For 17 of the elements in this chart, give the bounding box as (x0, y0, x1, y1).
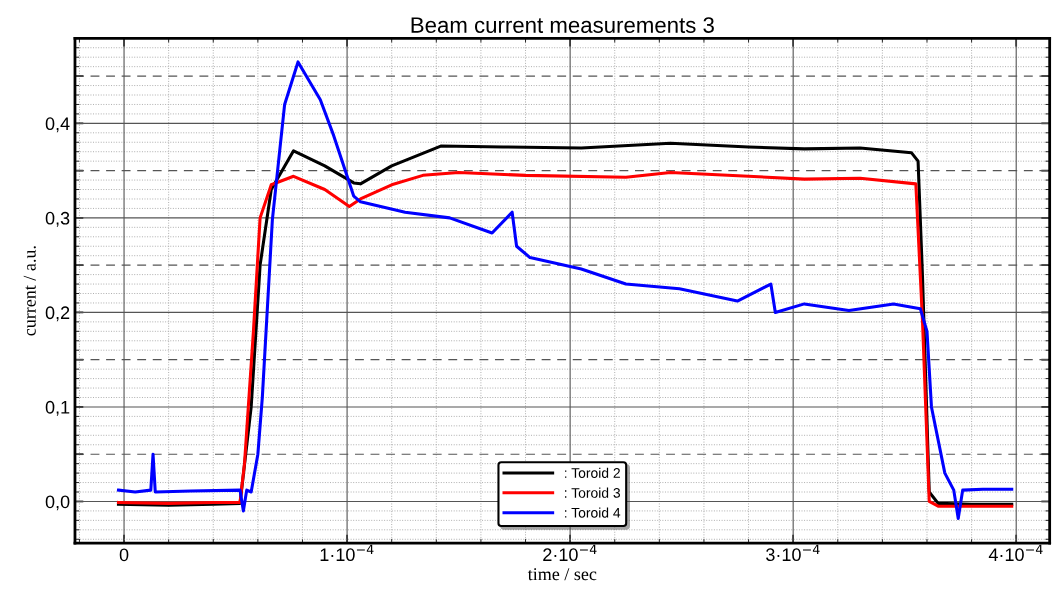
legend-label: : Toroid 4 (565, 507, 621, 518)
legend-label: : Toroid 2 (565, 467, 620, 478)
chart-title: Beam current measurements 3 (411, 17, 714, 33)
y-tick-label: 0,3 (45, 211, 70, 227)
x-axis-title: time / sec (527, 568, 597, 581)
x-tick-label: 0 (119, 548, 129, 562)
y-axis-title: current / a.u. (23, 246, 36, 336)
x-tick-label: 2·10$^{−4}$ (543, 544, 597, 562)
x-tick-label: 3·10$^{−4}$ (766, 544, 820, 562)
x-tick-label: 1·10$^{−4}$ (320, 544, 374, 562)
y-tick-label: 0,4 (45, 117, 70, 133)
x-tick-label: 4·10$^{−4}$ (988, 544, 1043, 562)
legend-label: : Toroid 3 (565, 487, 621, 498)
y-tick-label: 0,0 (45, 495, 70, 511)
line-series (116, 60, 1014, 521)
y-tick-label: 0,1 (45, 400, 70, 416)
y-tick-label: 0,2 (45, 306, 70, 322)
